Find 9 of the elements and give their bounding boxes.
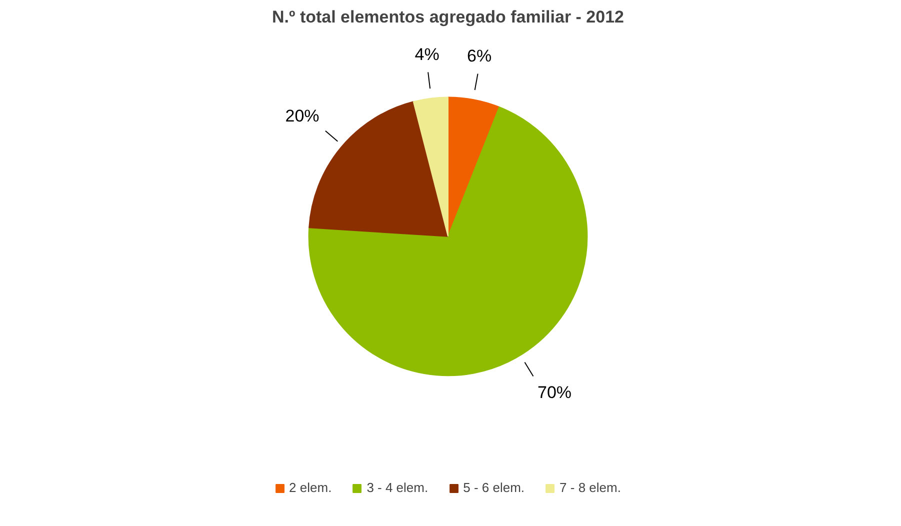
data-label: 20% — [285, 106, 320, 126]
data-label: 4% — [414, 44, 440, 64]
data-label: 6% — [467, 46, 492, 66]
data-label: 70% — [538, 383, 572, 402]
legend-label: 2 elem. — [289, 480, 332, 495]
chart-title: N.º total elementos agregado familiar - 2012 — [272, 8, 624, 26]
legend-label: 7 - 8 elem. — [560, 480, 621, 495]
legend-label: 3 - 4 elem. — [366, 480, 428, 495]
legend-label: 5 - 6 elem. — [463, 480, 525, 495]
